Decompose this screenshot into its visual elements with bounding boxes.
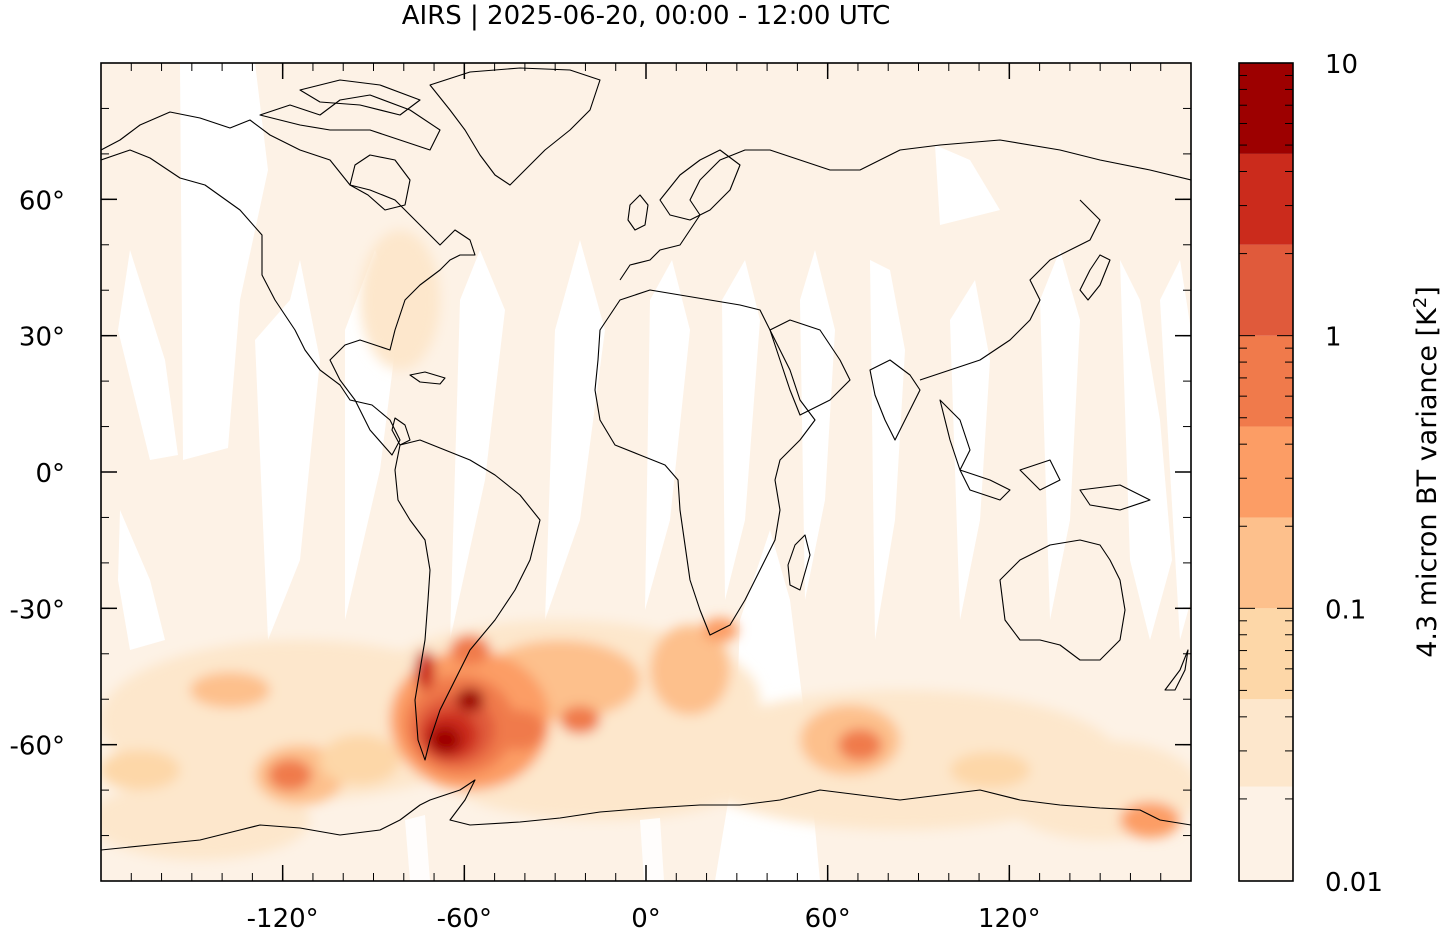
y-tick-label: 0° xyxy=(35,459,65,489)
y-axis-tick-labels: 60° 30° 0° -30° -60° xyxy=(10,186,65,761)
map-title: AIRS | 2025-06-20, 00:00 - 12:00 UTC xyxy=(402,1,891,31)
y-tick-label: -60° xyxy=(10,732,65,762)
colorbar-label-sup: 2 xyxy=(1410,297,1431,308)
orbit-gaps xyxy=(118,63,1191,881)
y-tick-label: 30° xyxy=(19,323,65,353)
coastline-india xyxy=(869,359,921,441)
x-tick-label: -120° xyxy=(247,904,319,930)
colorbar-tick-labels: 10 1 0.1 0.01 xyxy=(1325,50,1383,898)
y-axis-major-ticks xyxy=(101,198,1191,746)
colorbar-tick-label: 0.01 xyxy=(1325,868,1383,898)
colorbar-level-2 xyxy=(1239,608,1293,700)
variance-field xyxy=(101,230,1191,860)
colorbar-level-8 xyxy=(1239,63,1293,154)
coastline-south-america xyxy=(394,439,541,761)
colorbar-level-1 xyxy=(1239,699,1293,787)
coastline-australia xyxy=(999,539,1126,661)
map-plot-area xyxy=(101,63,1191,881)
coastline-antarctica xyxy=(101,779,1191,851)
colorbar-tick-label: 1 xyxy=(1325,323,1342,353)
y-tick-label: -30° xyxy=(10,595,65,625)
y-tick-label: 60° xyxy=(19,186,65,216)
colorbar-level-4 xyxy=(1239,426,1293,518)
x-axis-minor-ticks xyxy=(130,63,1162,881)
colorbar-level-3 xyxy=(1239,517,1293,609)
coastline-japan xyxy=(1079,254,1111,301)
x-tick-label: -60° xyxy=(437,904,492,930)
colorbar-frame xyxy=(1238,62,1294,882)
colorbar-level-0 xyxy=(1239,786,1293,881)
x-tick-label: 0° xyxy=(631,904,661,930)
x-axis-tick-labels: -120° -60° 0° 60° 120° xyxy=(247,904,1041,930)
colorbar-tick-label: 10 xyxy=(1325,50,1358,80)
colorbar-tick-label: 0.1 xyxy=(1325,595,1366,625)
colorbar-ticks xyxy=(1239,62,1293,882)
coastline-africa xyxy=(594,289,816,636)
colorbar-level-6 xyxy=(1239,244,1293,336)
colorbar-label-close: ] xyxy=(1412,286,1442,297)
colorbar-label-main: 4.3 micron BT variance [K xyxy=(1412,307,1442,658)
coastline-north-america xyxy=(101,111,476,456)
coastlines xyxy=(101,67,1191,851)
coastline-greenland xyxy=(429,67,601,186)
coastline-hudson-bay xyxy=(349,154,411,211)
colorbar-level-7 xyxy=(1239,153,1293,245)
x-tick-label: 120° xyxy=(978,904,1041,930)
coastline-europe xyxy=(619,139,1191,281)
colorbar-level-5 xyxy=(1239,335,1293,427)
coastline-madagascar xyxy=(787,534,811,591)
colorbar xyxy=(1239,63,1293,881)
x-axis-major-ticks xyxy=(281,63,1011,881)
x-tick-label: 60° xyxy=(805,904,851,930)
colorbar-label: 4.3 micron BT variance [K2] xyxy=(1410,286,1442,658)
